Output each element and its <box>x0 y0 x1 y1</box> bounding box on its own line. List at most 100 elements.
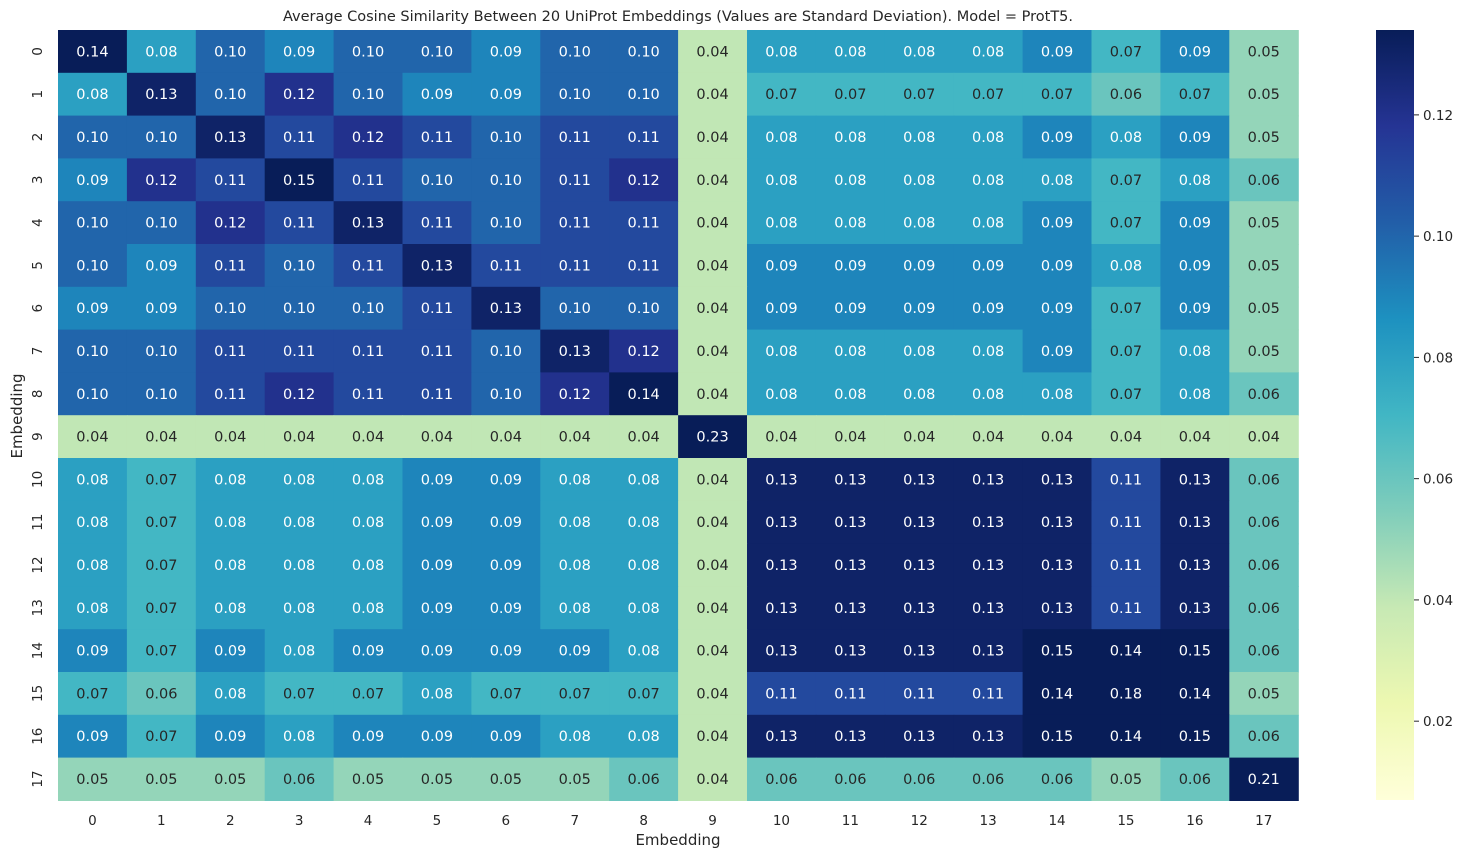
heatmap-cell <box>195 629 266 673</box>
heatmap-cell <box>471 500 541 545</box>
cell-value-label: 0.08 <box>972 130 1004 146</box>
cell-value-label: 0.07 <box>1110 301 1142 317</box>
cell-value-label: 0.13 <box>972 558 1004 574</box>
cell-value-label: 0.10 <box>214 44 246 60</box>
heatmap-cell <box>195 158 266 202</box>
heatmap-cell <box>884 72 955 117</box>
heatmap-cell <box>1160 415 1230 459</box>
heatmap-cell <box>1091 201 1161 245</box>
heatmap-cell <box>195 714 266 759</box>
heatmap-cell <box>195 286 266 331</box>
cell-value-label: 0.07 <box>352 686 384 702</box>
cell-value-label: 0.11 <box>214 258 246 274</box>
cell-value-label: 0.11 <box>214 344 246 360</box>
cell-value-label: 0.08 <box>559 729 591 745</box>
heatmap-cell <box>1091 158 1161 202</box>
cell-value-label: 0.13 <box>834 472 866 488</box>
cell-value-label: 0.12 <box>145 173 177 189</box>
heatmap-cell <box>471 158 541 202</box>
cell-value-label: 0.11 <box>421 344 453 360</box>
cell-value-label: 0.04 <box>696 472 728 488</box>
cell-value-label: 0.08 <box>421 686 453 702</box>
heatmap-cell <box>471 458 541 502</box>
cell-value-label: 0.11 <box>352 173 384 189</box>
colorbar-gradient <box>1376 30 1414 800</box>
heatmap-cell <box>402 72 472 117</box>
cell-value-label: 0.05 <box>1248 258 1280 274</box>
heatmap-cell <box>609 672 679 716</box>
cell-value-label: 0.08 <box>834 387 866 403</box>
cell-value-label: 0.07 <box>145 472 177 488</box>
heatmap-cell <box>333 329 404 373</box>
heatmap-cell <box>1229 329 1299 373</box>
cell-value-label: 0.18 <box>1110 686 1142 702</box>
cell-value-label: 0.13 <box>903 515 935 531</box>
cell-value-label: 0.07 <box>1110 387 1142 403</box>
heatmap-cell <box>953 244 1024 288</box>
cell-value-label: 0.08 <box>145 44 177 60</box>
cell-value-label: 0.08 <box>559 601 591 617</box>
x-tick-label: 7 <box>570 813 579 829</box>
cell-value-label: 0.11 <box>1110 558 1142 574</box>
heatmap-cell <box>953 30 1024 74</box>
cell-value-label: 0.04 <box>972 430 1004 446</box>
cell-value-label: 0.05 <box>214 772 246 788</box>
cell-value-label: 0.10 <box>76 216 108 232</box>
cell-value-label: 0.10 <box>145 344 177 360</box>
heatmap-cell <box>1022 672 1093 716</box>
heatmap-cell <box>678 72 748 117</box>
x-tick-label: 3 <box>295 813 304 829</box>
cell-value-label: 0.15 <box>1041 644 1073 660</box>
heatmap-cell <box>953 672 1024 716</box>
heatmap-cell <box>195 372 266 416</box>
heatmap-cell <box>1229 30 1299 74</box>
heatmap-cell <box>747 72 817 117</box>
cell-value-label: 0.08 <box>352 515 384 531</box>
cell-value-label: 0.04 <box>352 430 384 446</box>
heatmap-cell <box>747 115 817 159</box>
heatmap-cell <box>264 586 335 630</box>
x-tick-label: 14 <box>1048 813 1065 829</box>
cell-value-label: 0.09 <box>490 44 522 60</box>
cell-value-label: 0.13 <box>903 729 935 745</box>
cell-value-label: 0.08 <box>283 472 315 488</box>
heatmap-cell <box>333 30 404 74</box>
heatmap-cell <box>195 201 266 245</box>
cell-value-label: 0.14 <box>1041 686 1073 702</box>
cell-value-label: 0.08 <box>283 729 315 745</box>
heatmap-cell <box>815 500 886 545</box>
cell-value-label: 0.09 <box>76 173 108 189</box>
heatmap-cell <box>1091 329 1161 373</box>
cell-value-label: 0.09 <box>490 87 522 103</box>
cell-value-label: 0.07 <box>145 601 177 617</box>
heatmap-cell <box>815 372 886 416</box>
x-axis-label: Embedding <box>635 831 720 849</box>
heatmap-cell <box>333 415 404 459</box>
cell-value-label: 0.04 <box>696 644 728 660</box>
cell-value-label: 0.09 <box>490 601 522 617</box>
heatmap-cell <box>953 72 1024 117</box>
heatmap-cell <box>58 586 128 630</box>
cell-value-label: 0.11 <box>1110 515 1142 531</box>
cell-value-label: 0.06 <box>1248 558 1280 574</box>
cell-value-label: 0.09 <box>421 558 453 574</box>
colorbar: 0.02 0.04 0.06 0.08 0.10 0.12 <box>1376 30 1453 800</box>
x-tick-label: 12 <box>911 813 928 829</box>
heatmap-cell <box>1229 543 1299 587</box>
cell-value-label: 0.11 <box>352 258 384 274</box>
cell-value-label: 0.07 <box>145 644 177 660</box>
heatmap-cell <box>884 115 955 159</box>
cell-value-label: 0.08 <box>972 387 1004 403</box>
cell-value-label: 0.06 <box>1248 729 1280 745</box>
y-tick-label: 13 <box>30 599 46 616</box>
heatmap-cell <box>747 158 817 202</box>
cell-value-label: 0.10 <box>283 301 315 317</box>
heatmap-cell <box>58 30 128 74</box>
heatmap-cell <box>609 543 679 587</box>
heatmap-cell <box>1091 286 1161 331</box>
heatmap-cell <box>540 329 610 373</box>
cell-value-label: 0.08 <box>76 601 108 617</box>
heatmap-cell <box>815 714 886 759</box>
cell-value-label: 0.08 <box>1110 258 1142 274</box>
y-tick-label: 17 <box>30 770 46 787</box>
